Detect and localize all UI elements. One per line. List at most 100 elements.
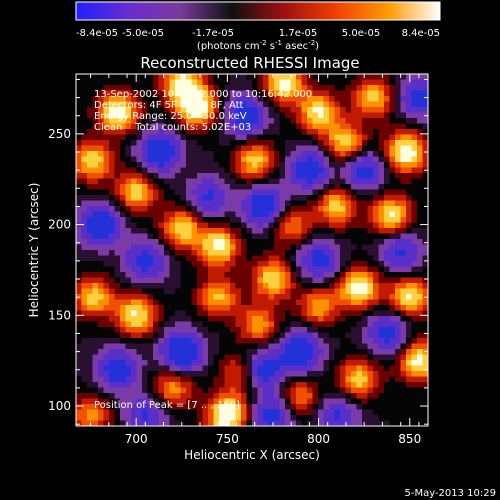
heatmap-cell bbox=[169, 167, 176, 174]
heatmap-cell bbox=[92, 112, 99, 119]
heatmap-cell bbox=[395, 371, 402, 378]
heatmap-cell bbox=[285, 387, 292, 394]
heatmap-cell bbox=[400, 244, 407, 251]
heatmap-cell bbox=[356, 239, 363, 246]
heatmap-cell bbox=[411, 404, 418, 411]
heatmap-cell bbox=[389, 376, 396, 383]
heatmap-cell bbox=[252, 156, 259, 163]
heatmap-cell bbox=[290, 239, 297, 246]
heatmap-cell bbox=[92, 129, 99, 136]
heatmap-cell bbox=[235, 343, 242, 350]
heatmap-cell bbox=[279, 305, 286, 312]
heatmap-cell bbox=[136, 332, 143, 339]
heatmap-cell bbox=[362, 140, 369, 147]
heatmap-cell bbox=[422, 409, 428, 416]
heatmap-cell bbox=[109, 294, 116, 301]
heatmap-cell bbox=[98, 107, 105, 114]
heatmap-cell bbox=[208, 101, 215, 108]
heatmap-cell bbox=[285, 107, 292, 114]
heatmap-cell bbox=[191, 222, 198, 229]
heatmap-cell bbox=[389, 261, 396, 268]
heatmap-cell bbox=[301, 107, 308, 114]
heatmap-cell bbox=[279, 294, 286, 301]
heatmap-cell bbox=[367, 107, 374, 114]
heatmap-cell bbox=[351, 294, 358, 301]
heatmap-cell bbox=[296, 140, 303, 147]
heatmap-cell bbox=[175, 266, 182, 273]
heatmap-cell bbox=[197, 85, 204, 92]
heatmap-cell bbox=[274, 184, 281, 191]
heatmap-cell bbox=[208, 178, 215, 185]
heatmap-cell bbox=[340, 371, 347, 378]
heatmap-cell bbox=[422, 140, 428, 147]
heatmap-cell bbox=[131, 123, 138, 130]
heatmap-cell bbox=[285, 123, 292, 130]
heatmap-cell bbox=[98, 365, 105, 372]
heatmap-cell bbox=[274, 140, 281, 147]
heatmap-cell bbox=[263, 382, 270, 389]
heatmap-cell bbox=[422, 118, 428, 125]
heatmap-cell bbox=[274, 151, 281, 158]
heatmap-cell bbox=[268, 239, 275, 246]
heatmap-cell bbox=[158, 96, 165, 103]
heatmap-cell bbox=[301, 338, 308, 345]
heatmap-cell bbox=[202, 420, 209, 426]
heatmap-cell bbox=[191, 393, 198, 400]
heatmap-cell bbox=[76, 250, 83, 257]
heatmap-cell bbox=[147, 382, 154, 389]
heatmap-cell bbox=[356, 255, 363, 262]
heatmap-cell bbox=[230, 85, 237, 92]
heatmap-cell bbox=[257, 96, 264, 103]
heatmap-cell bbox=[92, 398, 99, 405]
heatmap-cell bbox=[147, 360, 154, 367]
heatmap-cell bbox=[114, 162, 121, 169]
heatmap-cell bbox=[329, 101, 336, 108]
heatmap-cell bbox=[125, 101, 132, 108]
heatmap-cell bbox=[400, 228, 407, 235]
heatmap-cell bbox=[109, 365, 116, 372]
heatmap-cell bbox=[411, 107, 418, 114]
heatmap-cell bbox=[367, 244, 374, 251]
heatmap-cell bbox=[301, 145, 308, 152]
heatmap-cell bbox=[345, 327, 352, 334]
heatmap-cell bbox=[400, 393, 407, 400]
heatmap-cell bbox=[136, 404, 143, 411]
heatmap-cell bbox=[400, 96, 407, 103]
heatmap-cell bbox=[235, 360, 242, 367]
heatmap-cell bbox=[329, 178, 336, 185]
heatmap-cell bbox=[329, 409, 336, 416]
heatmap-cell bbox=[334, 173, 341, 180]
heatmap-cell bbox=[164, 217, 171, 224]
heatmap-cell bbox=[329, 167, 336, 174]
heatmap-cell bbox=[400, 184, 407, 191]
heatmap-cell bbox=[180, 349, 187, 356]
heatmap-cell bbox=[114, 228, 121, 235]
heatmap-cell bbox=[142, 354, 149, 361]
heatmap-cell bbox=[169, 338, 176, 345]
heatmap-cell bbox=[142, 79, 149, 86]
heatmap-cell bbox=[400, 283, 407, 290]
heatmap-cell bbox=[285, 321, 292, 328]
heatmap-cell bbox=[125, 261, 132, 268]
heatmap-cell bbox=[202, 112, 209, 119]
heatmap-cell bbox=[98, 376, 105, 383]
heatmap-cell bbox=[334, 261, 341, 268]
heatmap-cell bbox=[268, 409, 275, 416]
heatmap-cell bbox=[378, 184, 385, 191]
heatmap-cell bbox=[169, 371, 176, 378]
heatmap-cell bbox=[301, 140, 308, 147]
heatmap-cell bbox=[263, 321, 270, 328]
heatmap-cell bbox=[362, 101, 369, 108]
heatmap-cell bbox=[356, 343, 363, 350]
heatmap-cell bbox=[252, 349, 259, 356]
heatmap-cell bbox=[103, 398, 110, 405]
heatmap-cell bbox=[180, 255, 187, 262]
heatmap-cell bbox=[186, 283, 193, 290]
heatmap-cell bbox=[131, 129, 138, 136]
heatmap-cell bbox=[257, 250, 264, 257]
heatmap-cell bbox=[257, 266, 264, 273]
heatmap-cell bbox=[307, 277, 314, 284]
heatmap-cell bbox=[142, 294, 149, 301]
heatmap-cell bbox=[147, 288, 154, 295]
heatmap-cell bbox=[125, 90, 132, 97]
